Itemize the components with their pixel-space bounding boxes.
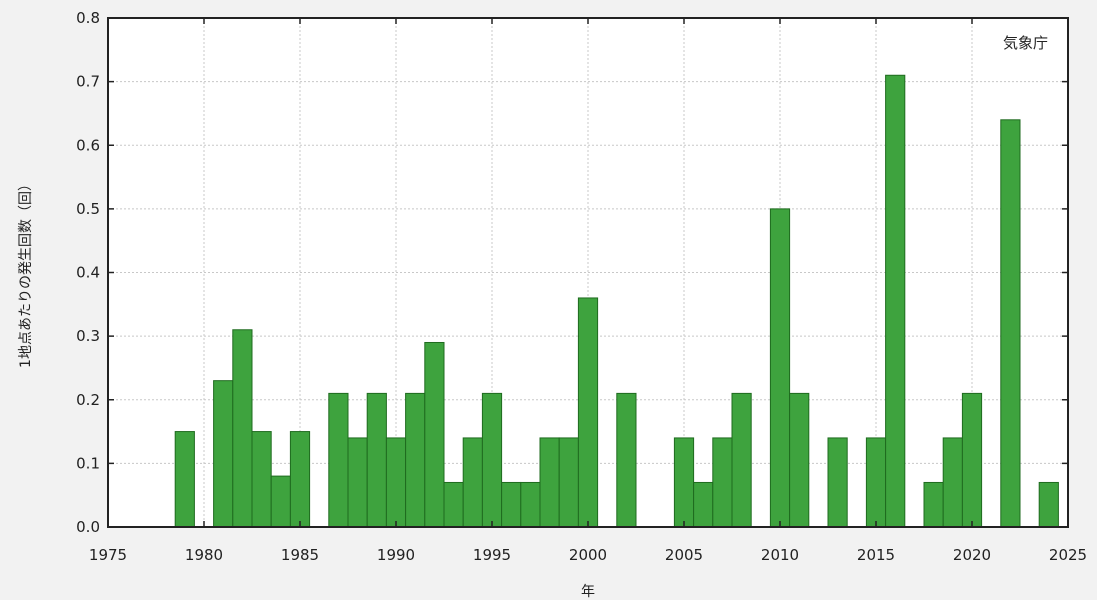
bar-2020: [961, 392, 983, 528]
y-tick-label: 0.1: [76, 454, 100, 472]
bar-2019: [942, 437, 963, 528]
bar-1983: [251, 431, 272, 528]
x-tick-label: 2010: [761, 546, 799, 564]
bar-2018: [923, 481, 944, 528]
y-tick-label: 0.6: [76, 136, 100, 154]
bar-2016: [885, 74, 906, 528]
y-tick-label: 0.4: [76, 264, 100, 282]
y-tick-label: 0.3: [76, 327, 100, 345]
bar-1995: [481, 392, 503, 528]
bar-2015: [865, 437, 887, 528]
bar-2000: [577, 297, 599, 528]
y-tick-label: 0.8: [76, 9, 100, 27]
bar-1979: [174, 431, 195, 528]
bar-2007: [712, 437, 733, 528]
y-tick-label: 0.7: [76, 73, 100, 91]
y-tick-label: 0.2: [76, 391, 100, 409]
bar-1985: [289, 431, 311, 528]
bar-2006: [693, 481, 714, 528]
bar-2011: [789, 392, 810, 528]
bar-1987: [328, 392, 349, 528]
x-tick-label: 1995: [473, 546, 511, 564]
bar-1982: [232, 329, 253, 528]
x-tick-label: 2005: [665, 546, 703, 564]
x-tick-label: 2015: [857, 546, 895, 564]
bar-2008: [731, 392, 752, 528]
bar-1998: [539, 437, 560, 528]
bar-1994: [462, 437, 483, 528]
bar-1999: [558, 437, 579, 528]
bar-2002: [616, 392, 637, 528]
x-tick-label: 1990: [377, 546, 415, 564]
bar-1988: [347, 437, 368, 528]
x-tick-label: 1985: [281, 546, 319, 564]
y-tick-label: 0.5: [76, 200, 100, 218]
bar-1993: [443, 481, 464, 528]
bar-1984: [270, 475, 291, 528]
bar-1981: [213, 380, 234, 528]
bar-2005: [673, 437, 695, 528]
bar-1992: [424, 341, 445, 528]
bar-1990: [385, 437, 407, 528]
x-tick-label: 2020: [953, 546, 991, 564]
bar-1997: [520, 481, 541, 528]
x-tick-label: 2025: [1049, 546, 1087, 564]
bar-1991: [405, 392, 426, 528]
x-tick-label: 1975: [89, 546, 127, 564]
x-axis-title: 年: [581, 584, 595, 600]
credit-label: 気象庁: [1003, 34, 1048, 52]
bar-1996: [501, 481, 522, 528]
bars: [174, 74, 1059, 528]
y-tick-label: 0.0: [76, 518, 100, 536]
x-axis: 1975 1980 1985 1990 1995 2000 2005 2010 2015 2020…: [89, 18, 1087, 564]
bar-2022: [1000, 119, 1021, 528]
bar-2010: [769, 208, 791, 528]
bar-1989: [366, 392, 387, 528]
x-tick-label: 2000: [569, 546, 607, 564]
bar-2013: [827, 437, 848, 528]
y-axis-title: 1地点あたりの発生回数（回）: [18, 177, 34, 368]
y-axis: 0.0 0.1 0.2 0.3 0.4 0.5 0.6 0.7 0.8: [76, 9, 1068, 536]
x-tick-label: 1980: [185, 546, 223, 564]
bar-2024: [1038, 481, 1059, 528]
